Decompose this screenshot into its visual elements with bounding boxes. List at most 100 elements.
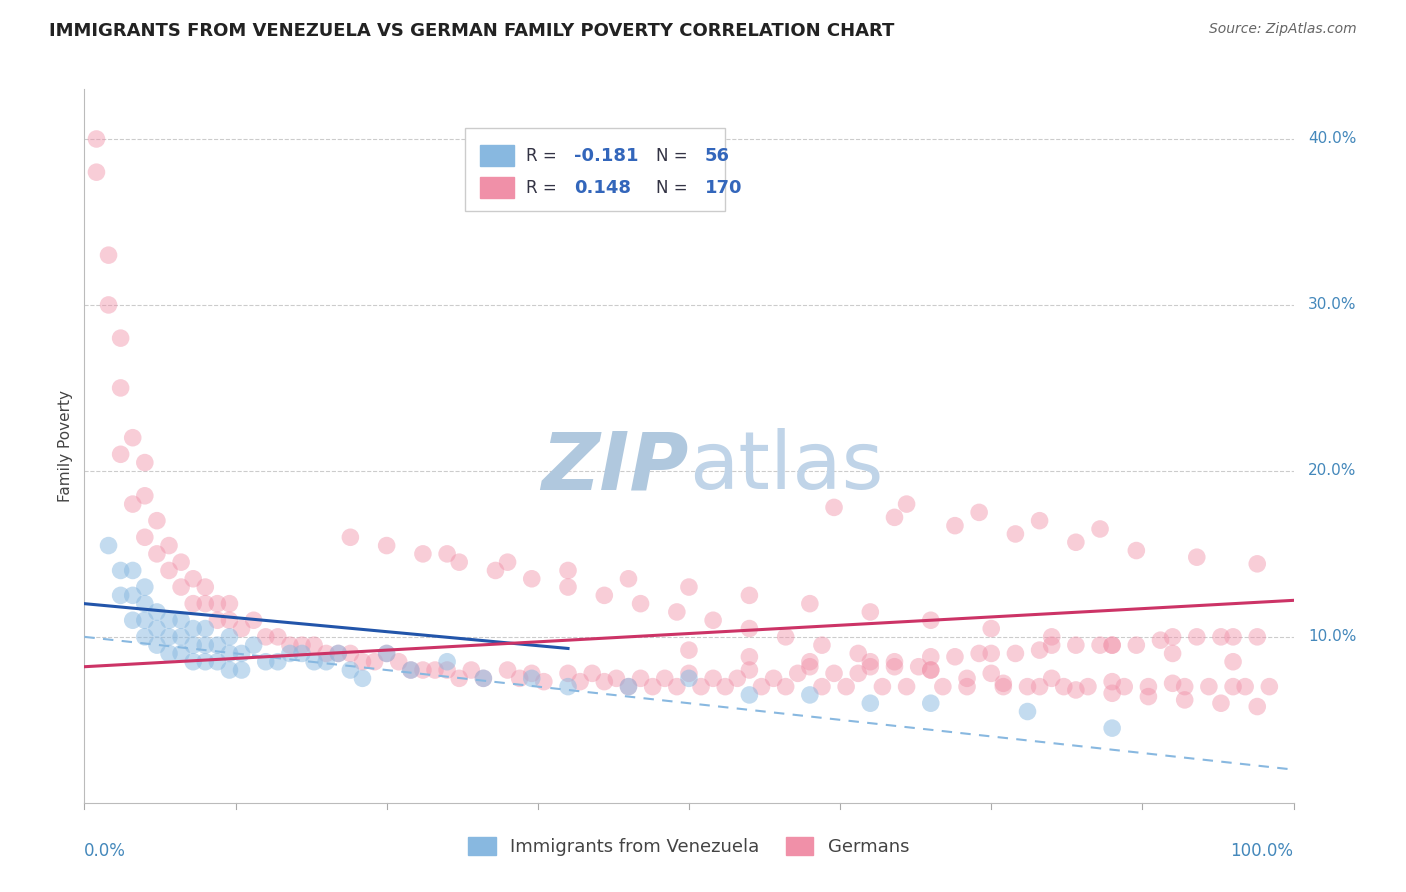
Point	[993, 676, 1015, 690]
Point	[449, 555, 471, 569]
Point	[121, 613, 143, 627]
Point	[1137, 680, 1160, 694]
Point	[134, 489, 156, 503]
Point	[170, 630, 193, 644]
Point	[1246, 557, 1268, 571]
Point	[1101, 686, 1123, 700]
Point	[859, 696, 882, 710]
Point	[678, 671, 700, 685]
Point	[1234, 680, 1257, 694]
Point	[218, 647, 240, 661]
Bar	[465, 128, 725, 211]
Point	[134, 597, 156, 611]
Point	[714, 680, 737, 694]
Point	[1258, 680, 1281, 694]
Point	[593, 674, 616, 689]
Point	[97, 298, 120, 312]
Point	[980, 647, 1002, 661]
Point	[762, 671, 785, 685]
Point	[267, 630, 290, 644]
Point	[363, 655, 385, 669]
Point	[302, 655, 325, 669]
Point	[1101, 674, 1123, 689]
Point	[436, 663, 458, 677]
Point	[1198, 680, 1220, 694]
Point	[97, 539, 120, 553]
Point	[157, 613, 180, 627]
Point	[665, 605, 688, 619]
Point	[146, 622, 169, 636]
Point	[412, 663, 434, 677]
Point	[110, 564, 132, 578]
Point	[218, 630, 240, 644]
Point	[557, 580, 579, 594]
Text: 100.0%: 100.0%	[1230, 842, 1294, 860]
Point	[146, 547, 169, 561]
Point	[449, 671, 471, 685]
Point	[484, 564, 506, 578]
Y-axis label: Family Poverty: Family Poverty	[58, 390, 73, 502]
Point	[1017, 680, 1039, 694]
Point	[1040, 638, 1063, 652]
Point	[170, 555, 193, 569]
Point	[1017, 705, 1039, 719]
Point	[569, 674, 592, 689]
Point	[157, 630, 180, 644]
Text: ZIP: ZIP	[541, 428, 689, 507]
Point	[1185, 550, 1208, 565]
Point	[1222, 680, 1244, 694]
Point	[617, 680, 640, 694]
Point	[920, 696, 942, 710]
Point	[1101, 721, 1123, 735]
Text: N =: N =	[657, 178, 693, 196]
Point	[134, 456, 156, 470]
Point	[1088, 638, 1111, 652]
Point	[654, 671, 676, 685]
Point	[194, 638, 217, 652]
Point	[302, 638, 325, 652]
Text: R =: R =	[526, 146, 562, 164]
Point	[291, 638, 314, 652]
Point	[1101, 638, 1123, 652]
Point	[496, 555, 519, 569]
Point	[823, 500, 845, 515]
Point	[920, 663, 942, 677]
Point	[786, 666, 808, 681]
Point	[194, 580, 217, 594]
Point	[1064, 682, 1087, 697]
Point	[641, 680, 664, 694]
Point	[121, 588, 143, 602]
Bar	[479, 177, 513, 198]
Point	[86, 165, 108, 179]
Point	[1246, 699, 1268, 714]
Point	[1137, 690, 1160, 704]
Point	[907, 659, 929, 673]
Point	[242, 613, 264, 627]
Point	[738, 649, 761, 664]
Point	[581, 666, 603, 681]
Text: atlas: atlas	[689, 428, 883, 507]
Point	[339, 663, 361, 677]
Text: Source: ZipAtlas.com: Source: ZipAtlas.com	[1209, 22, 1357, 37]
Point	[1028, 643, 1050, 657]
Point	[1222, 655, 1244, 669]
Point	[846, 647, 869, 661]
Point	[799, 688, 821, 702]
Point	[520, 671, 543, 685]
Point	[399, 663, 422, 677]
Point	[194, 597, 217, 611]
Point	[352, 671, 374, 685]
Point	[1053, 680, 1076, 694]
Point	[328, 647, 350, 661]
Point	[630, 671, 652, 685]
Point	[1174, 693, 1197, 707]
Point	[157, 564, 180, 578]
Point	[896, 680, 918, 694]
Point	[86, 132, 108, 146]
Point	[859, 655, 882, 669]
Point	[678, 580, 700, 594]
Point	[557, 666, 579, 681]
Point	[883, 659, 905, 673]
Point	[110, 331, 132, 345]
Point	[980, 666, 1002, 681]
